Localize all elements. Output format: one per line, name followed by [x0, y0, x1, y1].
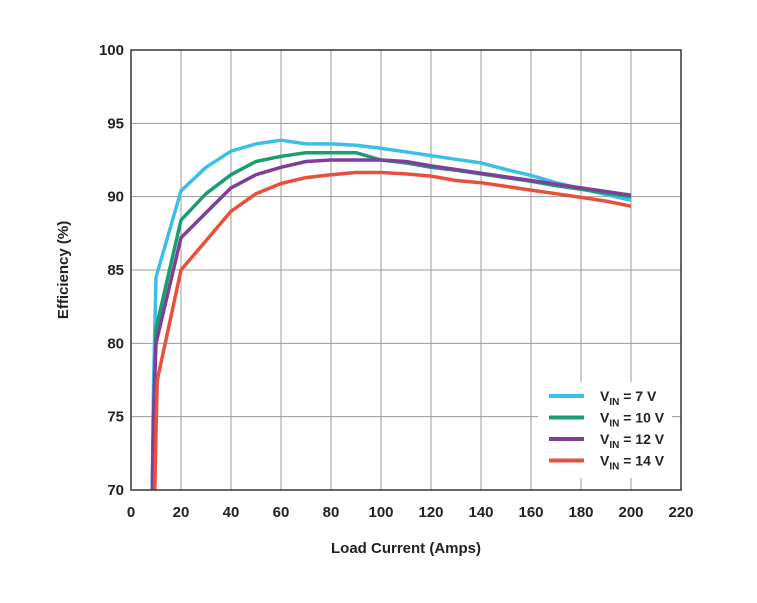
y-tick-label: 80 [107, 335, 124, 352]
x-tick-label: 80 [323, 504, 340, 521]
y-tick-label: 70 [107, 482, 124, 499]
legend-label-1: VIN = 7 V [600, 388, 657, 408]
y-tick-label: 95 [107, 115, 124, 132]
legend-label-4: VIN = 14 V [600, 453, 665, 473]
y-tick-label: 100 [99, 42, 124, 59]
x-tick-label: 100 [368, 504, 393, 521]
plot-area-border [130, 49, 682, 491]
series-lines [150, 138, 632, 491]
x-tick-label: 140 [468, 504, 493, 521]
y-axis-title: Efficiency (%) [55, 221, 72, 319]
legend-label-2: VIN = 10 V [600, 410, 665, 430]
x-tick-label: 0 [127, 504, 135, 521]
x-axis-tick-labels: 0 20 40 60 80 100 120 140 160 180 200 220 [127, 504, 694, 521]
series-line-3 [150, 158, 632, 491]
y-tick-label: 85 [107, 262, 124, 279]
series-line-1 [150, 138, 632, 491]
x-tick-label: 60 [273, 504, 290, 521]
x-tick-label: 220 [668, 504, 693, 521]
x-tick-label: 200 [618, 504, 643, 521]
y-tick-label: 90 [107, 189, 124, 206]
series-line-4 [153, 170, 632, 491]
y-tick-label: 75 [107, 409, 124, 426]
x-axis-title: Load Current (Amps) [331, 540, 481, 557]
x-tick-label: 20 [173, 504, 190, 521]
legend-label-3: VIN = 12 V [600, 431, 665, 451]
x-tick-label: 40 [223, 504, 240, 521]
x-tick-label: 120 [418, 504, 443, 521]
y-axis-tick-labels: 70 75 80 85 90 95 100 [99, 42, 124, 499]
x-tick-label: 160 [518, 504, 543, 521]
x-tick-label: 180 [568, 504, 593, 521]
